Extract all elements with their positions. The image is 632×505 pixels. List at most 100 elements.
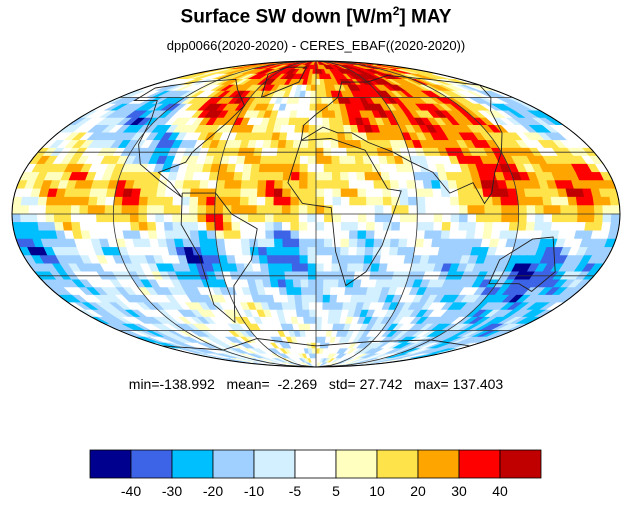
field-cell: [20, 213, 30, 223]
field-cell: [311, 348, 317, 355]
field-cell: [147, 222, 157, 232]
field-cell: [275, 155, 286, 165]
field-cell: [308, 279, 317, 288]
field-cell: [291, 255, 301, 265]
field-cell: [197, 213, 207, 223]
field-cell: [28, 213, 39, 223]
field-cell: [234, 163, 245, 173]
field-cell: [12, 205, 22, 215]
field-cell: [339, 163, 349, 173]
field-cell: [307, 163, 317, 173]
field-cell: [130, 222, 141, 232]
field-cell: [156, 188, 167, 198]
field-cell: [291, 263, 301, 273]
field-cell: [28, 196, 40, 206]
field-cell: [256, 188, 267, 198]
field-cell: [357, 222, 367, 232]
field-cell: [423, 188, 434, 198]
field-cell: [53, 213, 64, 223]
field-cell: [302, 309, 311, 318]
field-cell: [290, 222, 300, 232]
field-cell: [251, 155, 262, 165]
field-cell: [332, 213, 342, 223]
field-cell: [315, 140, 324, 149]
field-cell: [416, 213, 427, 223]
field-cell: [275, 163, 285, 173]
field-cell: [442, 205, 452, 215]
field-cell: [257, 238, 267, 248]
field-cell: [303, 103, 311, 112]
field-cell: [407, 188, 418, 198]
field-cell: [312, 69, 317, 75]
field-cell: [323, 180, 334, 190]
field-cell: [273, 205, 283, 215]
field-cell: [340, 247, 350, 256]
field-cell: [283, 263, 293, 273]
field-cell: [312, 358, 317, 364]
field-cell: [172, 196, 183, 206]
field-cell: [172, 230, 184, 240]
field-cell: [406, 238, 417, 248]
field-cell: [518, 205, 528, 215]
field-cell: [398, 238, 408, 248]
meridian-line: [315, 61, 520, 367]
field-cell: [348, 238, 359, 248]
field-cell: [155, 213, 165, 223]
field-cell: [332, 196, 342, 206]
field-cell: [307, 230, 317, 240]
field-cell: [287, 294, 296, 304]
field-cell: [301, 302, 310, 311]
field-cell: [139, 188, 150, 198]
field-cell: [307, 155, 317, 165]
field-cell: [307, 263, 317, 273]
field-cell: [233, 172, 244, 181]
field-cell: [533, 222, 545, 232]
field-cell: [408, 205, 418, 215]
field-cell: [240, 188, 250, 198]
field-cell: [559, 222, 570, 232]
field-cell: [266, 172, 276, 181]
field-cell: [295, 117, 304, 126]
field-cell: [363, 163, 374, 173]
field-cell: [315, 155, 325, 165]
field-cell: [348, 172, 358, 181]
field-cell: [298, 238, 309, 248]
field-cell: [307, 247, 317, 256]
data-field: [12, 61, 620, 367]
field-cell: [231, 188, 242, 198]
field-cell: [197, 205, 207, 215]
field-cell: [281, 205, 292, 215]
field-cell: [199, 238, 210, 248]
field-cell: [398, 180, 408, 190]
field-cell: [300, 279, 309, 288]
field-cell: [87, 222, 99, 232]
field-cell: [79, 196, 90, 206]
field-cell: [138, 205, 148, 215]
field-cell: [365, 188, 376, 198]
field-cell: [54, 196, 65, 206]
field-cell: [308, 302, 317, 311]
field-cell: [303, 323, 311, 331]
field-cell: [240, 180, 251, 190]
field-cell: [36, 213, 47, 223]
field-cell: [273, 188, 284, 198]
field-cell: [601, 196, 612, 206]
field-cell: [551, 213, 562, 223]
field-cell: [389, 238, 400, 248]
field-cell: [240, 238, 251, 248]
field-cell: [274, 172, 284, 181]
field-cell: [396, 247, 408, 256]
field-cell: [321, 316, 329, 325]
chart-subtitle: dpp0066(2020-2020) - CERES_EBAF((2020-20…: [166, 38, 466, 53]
field-cell: [215, 238, 226, 248]
field-cell: [432, 230, 443, 240]
field-cell: [374, 196, 384, 206]
field-cell: [323, 172, 333, 181]
field-cell: [407, 230, 418, 240]
field-cell: [214, 230, 225, 240]
field-cell: [266, 255, 277, 265]
field-cell: [399, 205, 410, 215]
field-cell: [256, 196, 266, 206]
field-cell: [465, 188, 476, 198]
field-cell: [294, 294, 303, 304]
